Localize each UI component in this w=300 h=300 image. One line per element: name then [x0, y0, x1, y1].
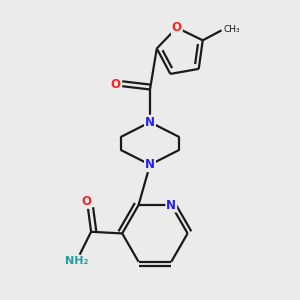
Text: O: O — [81, 195, 91, 208]
Text: N: N — [145, 116, 155, 129]
Text: O: O — [111, 78, 121, 91]
Text: N: N — [145, 158, 155, 171]
Text: CH₃: CH₃ — [223, 25, 240, 34]
Text: NH₂: NH₂ — [65, 256, 88, 266]
Text: N: N — [166, 199, 176, 212]
Text: O: O — [172, 21, 182, 34]
